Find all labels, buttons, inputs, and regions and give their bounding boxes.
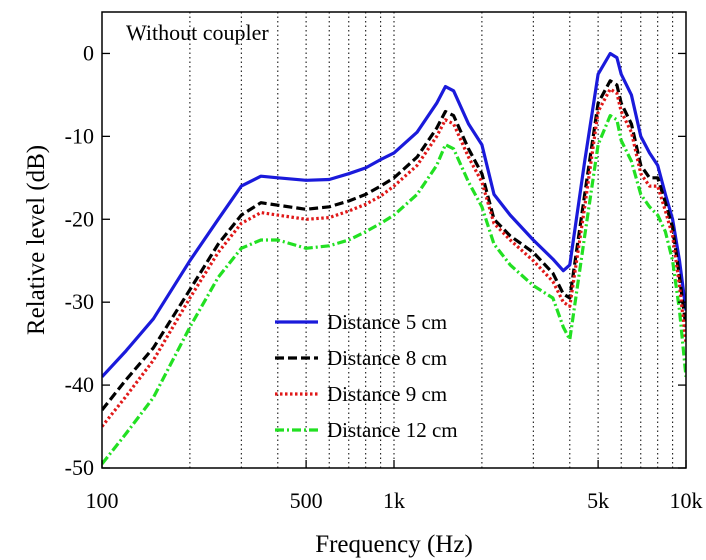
axis-ticks: 0 -10 -20 -30 -40 -50 100 500 1k 5k 10k [65, 40, 703, 513]
x-tick-label: 1k [383, 488, 405, 513]
y-axis-label: Relative level (dB) [23, 145, 50, 335]
legend-label-1: Distance 5 cm [327, 310, 447, 334]
series-line-3 [102, 87, 686, 428]
legend: Distance 5 cm Distance 8 cm Distance 9 cm D… [275, 310, 458, 442]
x-tick-label: 5k [587, 488, 609, 513]
legend-label-4: Distance 12 cm [327, 418, 458, 442]
series-line-1 [102, 51, 686, 378]
x-tick-label: 500 [290, 488, 323, 513]
y-tick-label: -40 [65, 372, 94, 397]
y-tick-label: -20 [65, 206, 94, 231]
annotation-without-coupler: Without coupler [126, 20, 269, 45]
y-tick-label: -50 [65, 455, 94, 480]
series-line-4 [102, 113, 686, 465]
y-tick-label: -30 [65, 289, 94, 314]
legend-label-2: Distance 8 cm [327, 346, 447, 370]
y-tick-label: -10 [65, 123, 94, 148]
y-tick-label: 0 [83, 40, 94, 65]
legend-label-3: Distance 9 cm [327, 382, 447, 406]
series-line-2 [102, 79, 686, 411]
data-series [102, 51, 686, 465]
x-axis-label: Frequency (Hz) [315, 531, 473, 558]
x-tick-label: 10k [670, 488, 703, 513]
x-tick-label: 100 [86, 488, 119, 513]
